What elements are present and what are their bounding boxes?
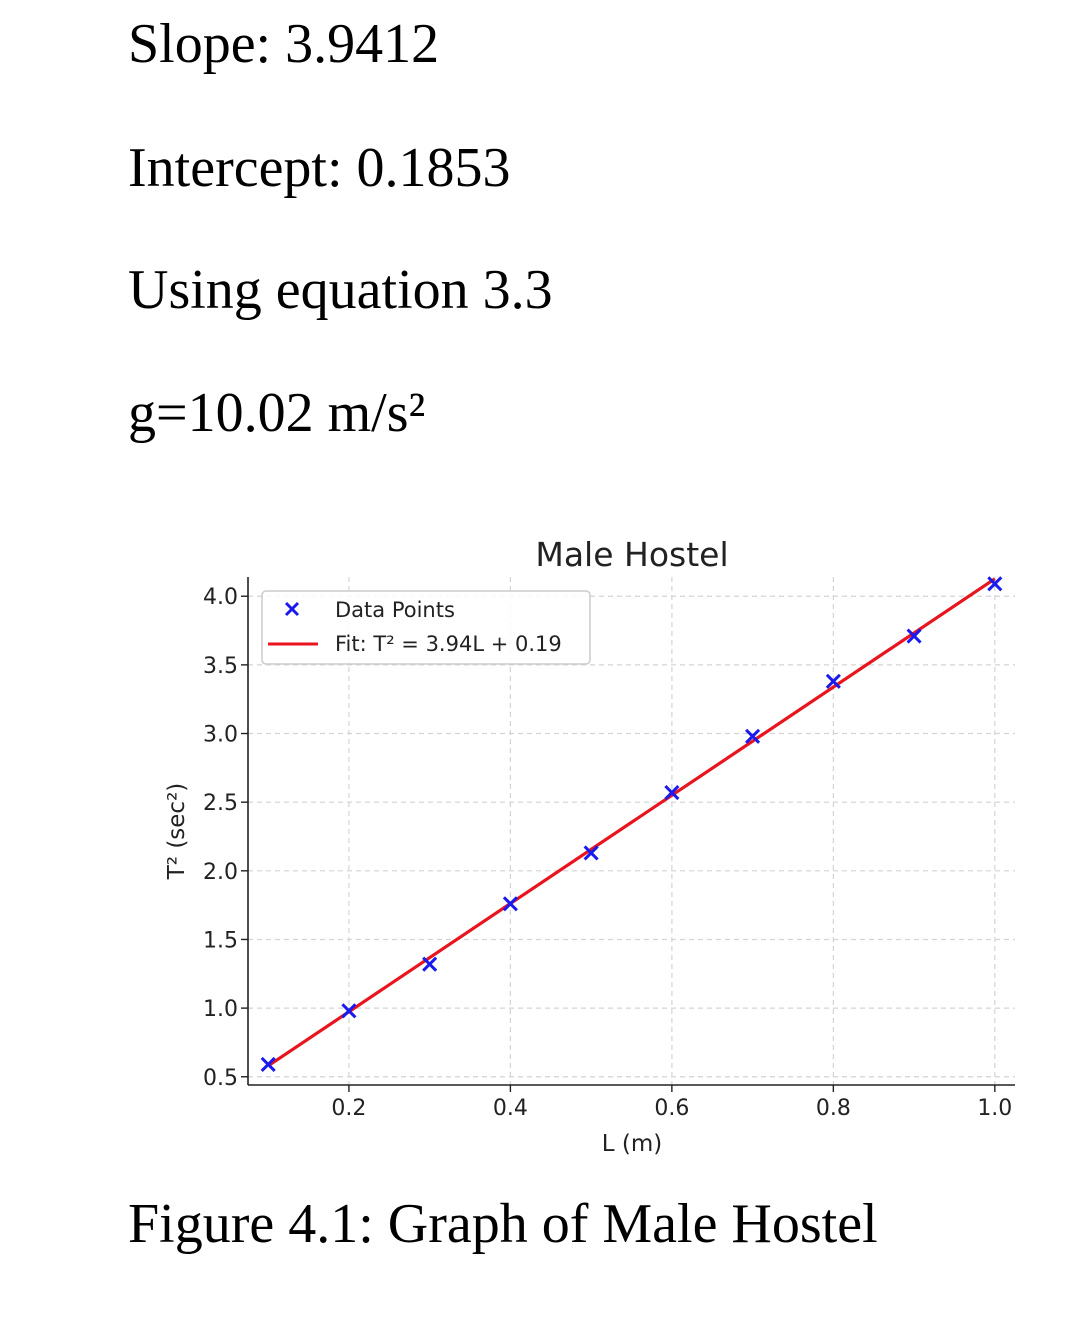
y-tick-label: 0.5 (203, 1066, 238, 1091)
data-point-stroke (906, 628, 922, 644)
data-point-stroke (583, 845, 599, 861)
y-tick-label: 2.0 (203, 860, 238, 885)
data-point (825, 673, 841, 689)
equation-reference-text: Using equation 3.3 (128, 259, 553, 321)
legend-label-fit: Fit: T² = 3.94L + 0.19 (335, 632, 562, 656)
male-hostel-chart: 0.2 0.4 0.6 0.8 1.00.51.01.52.02.53.03.54.0 … (164, 535, 1015, 1157)
legend-marker-x (284, 601, 300, 617)
g-value-text: g=10.02 m/s² (128, 382, 426, 444)
data-point (341, 1003, 357, 1019)
data-points-layer (260, 576, 1003, 1072)
y-tick-label: 3.5 (203, 654, 238, 679)
y-tick-label: 1.5 (203, 928, 238, 953)
x-axis-label: L (m) (602, 1131, 662, 1157)
legend: Data Points Fit: T² = 3.94L + 0.19 (261, 590, 591, 665)
y-tick-label: 4.0 (203, 585, 238, 610)
slope-text: Slope: 3.9412 (128, 13, 440, 75)
intercept-text: Intercept: 0.1853 (128, 137, 511, 199)
y-tick-label: 2.5 (203, 791, 238, 816)
data-point-stroke (341, 1003, 357, 1019)
data-point (502, 896, 518, 912)
data-point-stroke (664, 784, 680, 801)
x-tick-label: 0.8 (816, 1096, 851, 1121)
legend-box (261, 590, 591, 665)
legend-label-data-points: Data Points (335, 598, 455, 622)
x-tick-label: 1.0 (977, 1096, 1012, 1121)
data-point (664, 784, 680, 801)
data-point-stroke (987, 576, 1003, 592)
fit-line-layer (267, 577, 996, 1068)
data-point-stroke (260, 1056, 276, 1072)
data-point-stroke (745, 728, 761, 744)
data-point (583, 845, 599, 861)
data-point (260, 1056, 276, 1072)
figure-caption: Figure 4.1: Graph of Male Hostel (128, 1193, 878, 1255)
data-point (906, 628, 922, 644)
x-tick-label: 0.4 (493, 1096, 528, 1121)
x-tick-label: 0.2 (331, 1096, 366, 1121)
data-point (745, 728, 761, 744)
fit-line (267, 577, 996, 1068)
data-point-stroke (422, 956, 438, 972)
data-point-stroke (825, 673, 841, 689)
chart-title: Male Hostel (535, 535, 728, 574)
data-point-stroke (502, 896, 518, 912)
y-tick-label: 3.0 (203, 723, 238, 748)
axes: 0.2 0.4 0.6 0.8 1.0 0.5 1.0 1.5 2.0 2.5 3.0 3.5 4.0 (203, 577, 1015, 1121)
data-point (422, 956, 438, 972)
y-axis-label: T² (sec²) (164, 783, 190, 881)
y-tick-label: 1.0 (203, 997, 238, 1022)
data-point (987, 576, 1003, 592)
x-tick-label: 0.6 (654, 1096, 689, 1121)
